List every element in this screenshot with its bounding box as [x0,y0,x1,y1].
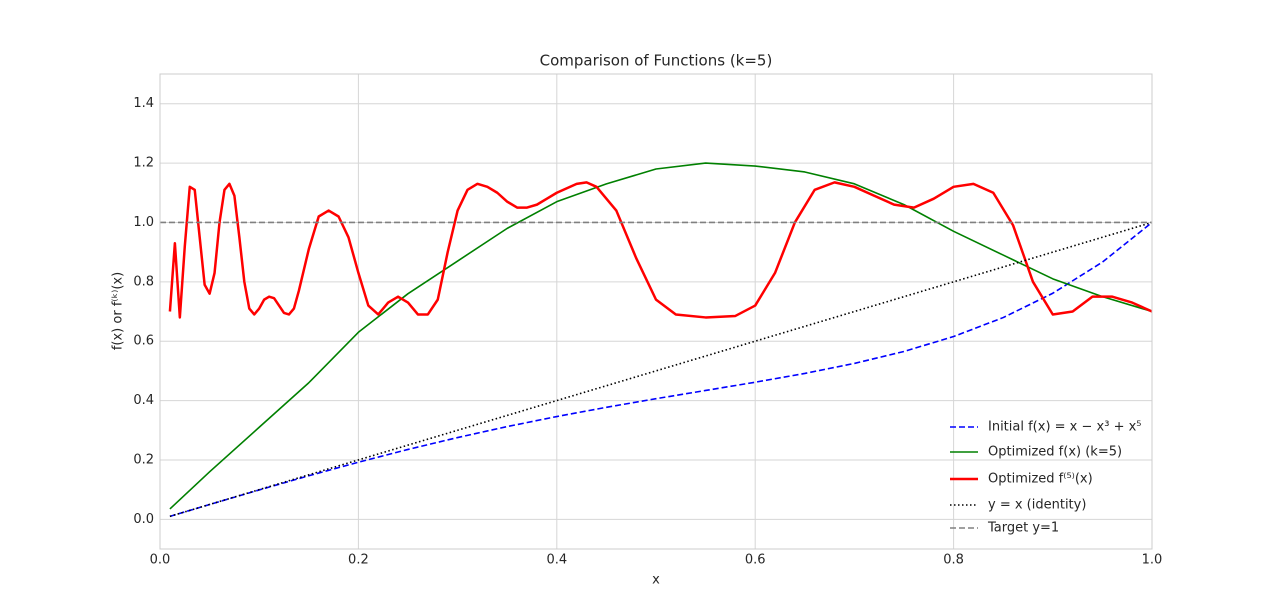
y-tick-label: 0.2 [133,452,154,467]
y-tick-label: 1.4 [133,96,154,111]
legend-label: Optimized f⁽⁵⁾(x) [988,472,1093,487]
x-tick-label: 0.6 [745,553,766,568]
y-tick-label: 0.8 [133,274,154,289]
series-line [169,221,1152,518]
legend-label: Initial f(x) = x − x³ + x⁵ [988,420,1142,435]
legend-label: Target y=1 [987,521,1059,536]
plot-area [160,162,1152,518]
series-line [169,221,1152,518]
series-line [169,162,1152,510]
y-tick-label: 0.4 [133,393,154,408]
legend-label: Optimized f(x) (k=5) [988,445,1122,460]
x-tick-label: 0.8 [943,553,964,568]
x-tick-label: 0.0 [150,553,171,568]
legend: Initial f(x) = x − x³ + x⁵ Optimized f(x)… [950,420,1142,536]
x-axis-label: x [652,573,660,588]
y-tick-label: 1.0 [133,215,154,230]
legend-label: y = x (identity) [988,498,1086,513]
x-tick-label: 1.0 [1142,553,1163,568]
chart-title: Comparison of Functions (k=5) [540,52,773,70]
x-tick-label: 0.2 [348,553,369,568]
series-line [168,181,1152,319]
y-axis-label: f(x) or f⁽ᵏ⁾(x) [111,272,126,350]
y-tick-label: 1.2 [133,156,154,171]
x-tick-label: 0.4 [546,553,567,568]
y-tick-label: 0.6 [133,334,154,349]
axes-frame [159,73,1153,550]
y-tick-label: 0.0 [133,512,154,527]
